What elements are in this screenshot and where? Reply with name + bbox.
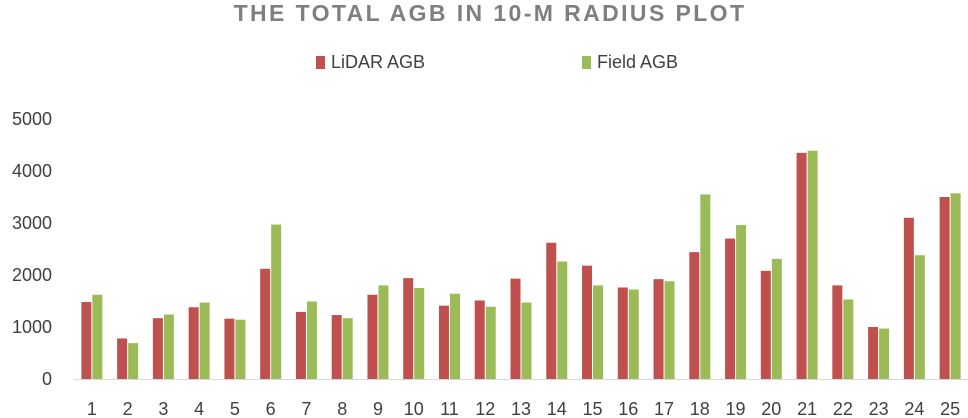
bar-field-9 <box>378 285 389 379</box>
y-axis: 0 1000 2000 3000 4000 5000 <box>12 109 52 389</box>
bar-field-20 <box>771 258 782 379</box>
bar-lidar-25 <box>939 197 950 379</box>
bar-lidar-5 <box>224 318 235 379</box>
x-tick-label: 6 <box>266 399 276 418</box>
bar-field-13 <box>521 302 532 379</box>
bar-field-4 <box>199 302 210 379</box>
bar-field-1 <box>92 294 103 379</box>
bar-lidar-18 <box>689 252 700 379</box>
legend-label-field: Field AGB <box>597 52 678 72</box>
bar-lidar-14 <box>546 242 557 379</box>
x-tick-label: 5 <box>230 399 240 418</box>
bar-lidar-24 <box>903 217 914 379</box>
bar-field-12 <box>485 306 496 379</box>
x-tick-label: 4 <box>194 399 204 418</box>
legend-label-lidar: LiDAR AGB <box>331 52 425 72</box>
bar-lidar-19 <box>725 238 736 379</box>
x-tick-label: 3 <box>158 399 168 418</box>
bar-field-2 <box>128 343 139 379</box>
bar-lidar-9 <box>367 294 378 379</box>
y-tick-label: 2000 <box>12 265 52 285</box>
y-tick-label: 5000 <box>12 109 52 129</box>
x-tick-label: 23 <box>869 399 889 418</box>
bar-lidar-6 <box>260 268 271 379</box>
y-tick-label: 3000 <box>12 213 52 233</box>
x-tick-label: 10 <box>404 399 424 418</box>
bar-field-22 <box>843 299 854 379</box>
bar-field-8 <box>342 318 353 379</box>
x-tick-label: 14 <box>547 399 567 418</box>
bar-lidar-13 <box>510 278 521 379</box>
bar-field-17 <box>664 281 675 379</box>
x-tick-label: 19 <box>726 399 746 418</box>
bar-lidar-1 <box>81 302 92 379</box>
bar-field-11 <box>449 293 460 379</box>
bar-lidar-15 <box>582 265 593 379</box>
bar-lidar-3 <box>152 318 163 379</box>
chart-title: THE TOTAL AGB IN 10-M RADIUS PLOT <box>234 0 747 26</box>
x-tick-label: 7 <box>301 399 311 418</box>
x-tick-label: 25 <box>940 399 960 418</box>
bar-lidar-16 <box>617 287 628 379</box>
bar-field-24 <box>914 255 925 379</box>
y-tick-label: 4000 <box>12 161 52 181</box>
x-tick-label: 21 <box>797 399 817 418</box>
bar-lidar-8 <box>331 315 342 379</box>
bar-lidar-4 <box>188 307 199 379</box>
x-tick-label: 2 <box>123 399 133 418</box>
y-tick-label: 0 <box>42 369 52 389</box>
y-tick-label: 1000 <box>12 317 52 337</box>
x-tick-label: 20 <box>761 399 781 418</box>
x-axis: 1 2 3 4 5 6 7 8 9 10 11 12 13 14 15 16 17 18 19 20 21 22 23 24 2… <box>74 379 968 418</box>
bar-lidar-20 <box>760 270 771 379</box>
bar-field-10 <box>414 288 425 379</box>
x-tick-label: 12 <box>475 399 495 418</box>
bar-field-6 <box>271 224 282 379</box>
x-tick-label: 1 <box>87 399 97 418</box>
bar-field-14 <box>557 261 568 379</box>
x-tick-label: 18 <box>690 399 710 418</box>
bar-lidar-21 <box>796 152 807 379</box>
bar-lidar-2 <box>117 338 128 379</box>
x-tick-label: 9 <box>373 399 383 418</box>
bar-field-15 <box>593 285 604 379</box>
x-tick-label: 17 <box>654 399 674 418</box>
bar-lidar-7 <box>295 311 306 379</box>
bar-field-25 <box>950 193 961 379</box>
bar-field-21 <box>807 150 818 379</box>
x-tick-label: 22 <box>833 399 853 418</box>
bar-field-16 <box>628 289 639 379</box>
bar-field-18 <box>700 194 711 379</box>
bar-field-5 <box>235 319 246 379</box>
bar-lidar-10 <box>403 278 414 379</box>
bar-field-19 <box>736 225 747 379</box>
bar-field-3 <box>163 314 174 379</box>
bar-lidar-12 <box>474 300 485 379</box>
bar-lidar-23 <box>868 327 879 379</box>
legend: LiDAR AGB Field AGB <box>316 52 678 72</box>
x-tick-label: 15 <box>583 399 603 418</box>
bar-lidar-22 <box>832 285 843 379</box>
legend-swatch-lidar <box>316 56 325 69</box>
bar-lidar-11 <box>438 305 449 379</box>
bar-lidar-17 <box>653 279 664 379</box>
x-tick-label: 8 <box>337 399 347 418</box>
bars-group <box>81 150 961 379</box>
x-tick-label: 16 <box>618 399 638 418</box>
x-tick-label: 11 <box>440 399 459 418</box>
bar-field-23 <box>879 328 890 379</box>
bar-field-7 <box>306 301 317 379</box>
x-tick-label: 13 <box>511 399 531 418</box>
x-tick-label: 24 <box>904 399 924 418</box>
legend-swatch-field <box>582 56 591 69</box>
